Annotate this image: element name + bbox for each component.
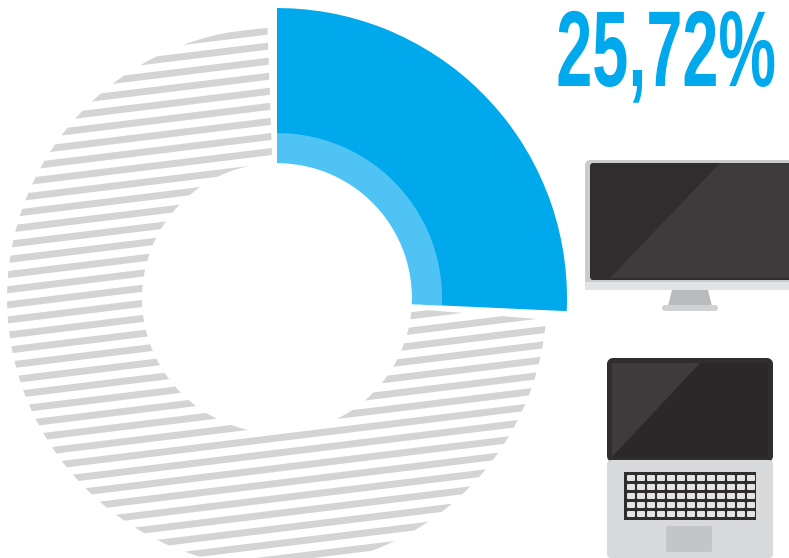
key (747, 511, 755, 517)
key (727, 484, 735, 490)
key (727, 511, 735, 517)
key (667, 475, 675, 481)
slice-inner-band (277, 133, 442, 306)
key (667, 484, 675, 490)
key (697, 511, 705, 517)
key (687, 493, 695, 499)
key (737, 484, 745, 490)
key (667, 511, 675, 517)
key (647, 475, 655, 481)
key (717, 511, 725, 517)
key (687, 475, 695, 481)
key (677, 484, 685, 490)
key (737, 511, 745, 517)
slice (7, 28, 547, 558)
key (627, 502, 635, 508)
slice (277, 8, 567, 312)
key (737, 502, 745, 508)
key (707, 502, 715, 508)
key (707, 493, 715, 499)
key (677, 502, 685, 508)
key (697, 493, 705, 499)
laptop-icon (607, 358, 773, 558)
key (747, 484, 755, 490)
key (677, 511, 685, 517)
key (637, 475, 645, 481)
key (627, 511, 635, 517)
key (657, 493, 665, 499)
key (727, 493, 735, 499)
key (627, 484, 635, 490)
key (707, 475, 715, 481)
key (747, 475, 755, 481)
key (657, 511, 665, 517)
key (687, 484, 695, 490)
key (637, 484, 645, 490)
key (647, 502, 655, 508)
key (687, 511, 695, 517)
key (627, 493, 635, 499)
key (717, 475, 725, 481)
key (657, 475, 665, 481)
key (687, 502, 695, 508)
monitor-icon (585, 160, 789, 311)
key (707, 511, 715, 517)
key (727, 502, 735, 508)
key (717, 502, 725, 508)
value-label: 25,72% (556, 0, 776, 109)
key (657, 484, 665, 490)
key (637, 502, 645, 508)
key (637, 511, 645, 517)
key (657, 502, 665, 508)
key (677, 475, 685, 481)
donut (7, 8, 567, 558)
key (737, 475, 745, 481)
key (647, 484, 655, 490)
key (747, 502, 755, 508)
key (727, 475, 735, 481)
key (647, 493, 655, 499)
key (747, 493, 755, 499)
key (707, 484, 715, 490)
key (637, 493, 645, 499)
key (627, 475, 635, 481)
key (677, 493, 685, 499)
key (717, 484, 725, 490)
key (667, 493, 675, 499)
key (737, 493, 745, 499)
key (697, 475, 705, 481)
key (697, 502, 705, 508)
key (647, 511, 655, 517)
key (667, 502, 675, 508)
key (717, 493, 725, 499)
key (697, 484, 705, 490)
